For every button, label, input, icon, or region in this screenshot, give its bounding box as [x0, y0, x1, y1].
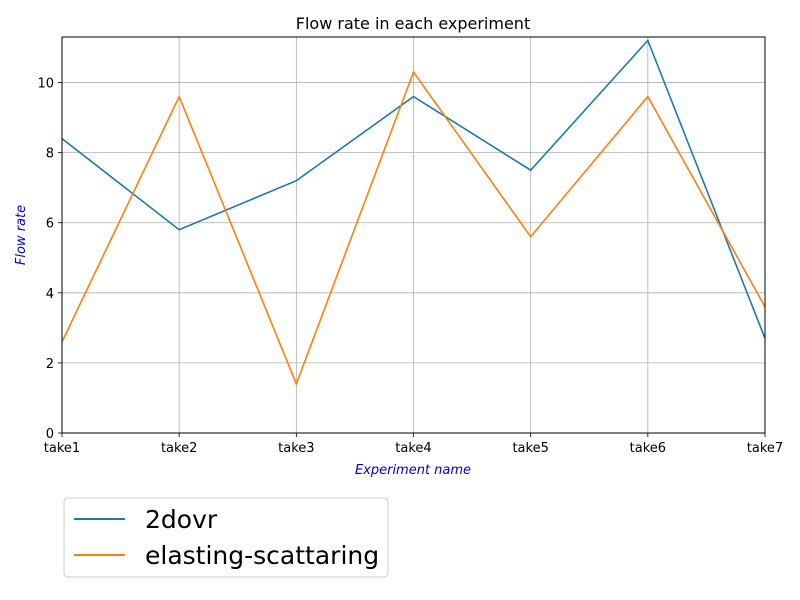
- y-tick-label: 0: [46, 427, 54, 442]
- x-tick-label: take1: [44, 441, 80, 456]
- x-tick-label: take6: [630, 441, 666, 456]
- chart-title: Flow rate in each experiment: [296, 14, 530, 33]
- x-tick-label: take5: [512, 441, 548, 456]
- legend-entry-label: elasting-scattaring: [145, 541, 379, 570]
- x-tick-label: take7: [747, 441, 783, 456]
- y-tick-label: 10: [37, 77, 54, 92]
- y-tick-label: 4: [46, 287, 54, 302]
- x-tick-label: take3: [278, 441, 314, 456]
- x-axis-label: Experiment name: [355, 463, 471, 478]
- y-axis: 0 2 4 6 8 10: [37, 77, 62, 442]
- y-tick-label: 6: [46, 217, 54, 232]
- grid: [61, 37, 766, 434]
- x-tick-label: take2: [161, 441, 197, 456]
- legend-entry-label: 2dovr: [145, 505, 218, 534]
- legend: 2dovr elasting-scattaring: [63, 497, 389, 578]
- y-axis-label: Flow rate: [14, 205, 29, 265]
- x-tick-label: take4: [395, 441, 431, 456]
- x-axis: take1 take2 take3 take4 take5 take6 take7: [44, 433, 783, 456]
- legend-frame: [63, 497, 389, 578]
- y-tick-label: 8: [46, 147, 54, 162]
- y-tick-label: 2: [46, 357, 54, 372]
